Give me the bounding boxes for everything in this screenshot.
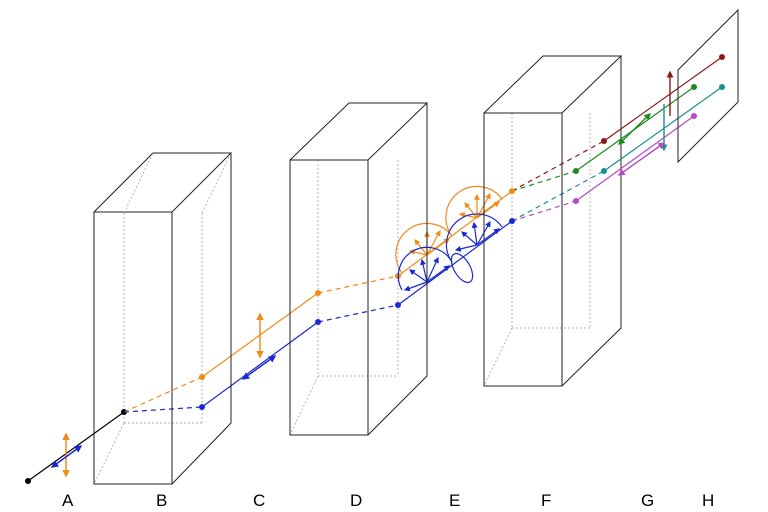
green-polarization-arrow bbox=[617, 113, 652, 145]
crystal-2 bbox=[289, 102, 429, 436]
crystal-1 bbox=[93, 152, 233, 485]
rays-e bbox=[395, 185, 513, 308]
crystal-2-internal-rays bbox=[315, 275, 399, 325]
rays-c bbox=[199, 292, 319, 410]
crystal-2-back bbox=[289, 160, 399, 436]
label-h: H bbox=[702, 491, 714, 510]
label-g: G bbox=[641, 491, 654, 510]
horizontal-polarization-arrow-c bbox=[241, 355, 277, 380]
label-d: D bbox=[350, 491, 362, 510]
label-f: F bbox=[541, 491, 551, 510]
crystal-3 bbox=[483, 55, 623, 387]
label-c: C bbox=[253, 491, 265, 510]
crystal-1-internal-rays bbox=[123, 376, 203, 413]
horizontal-polarization-arrow-a bbox=[50, 445, 83, 468]
blue-rotation-fans bbox=[397, 213, 503, 292]
screen bbox=[677, 8, 739, 164]
crystal-3-internal-rays bbox=[509, 140, 605, 224]
label-e: E bbox=[449, 491, 460, 510]
source-point bbox=[25, 478, 31, 484]
label-a: A bbox=[62, 491, 74, 510]
label-b: B bbox=[156, 491, 167, 510]
incident-ray bbox=[25, 409, 127, 484]
output-rays bbox=[573, 56, 723, 204]
position-labels: A B C D E F G H bbox=[62, 491, 714, 510]
crystal-3-back bbox=[483, 113, 591, 387]
crystal-1-back bbox=[93, 213, 203, 485]
violet-polarization-arrow bbox=[617, 142, 666, 176]
